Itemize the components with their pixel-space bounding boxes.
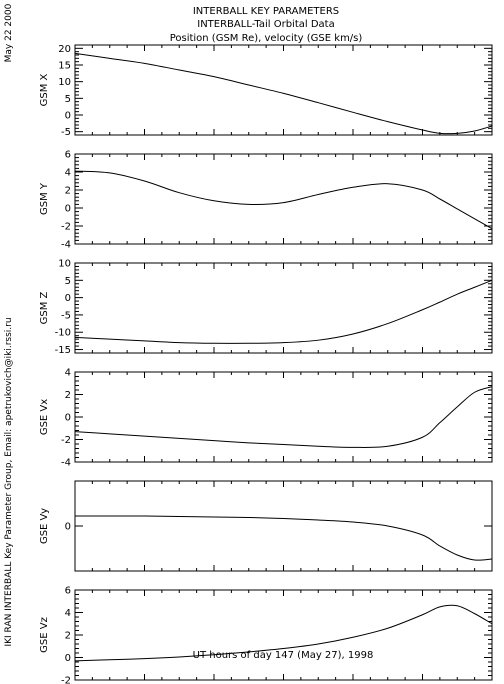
y-tick-label: 5 xyxy=(65,276,71,287)
y-tick-label: -4 xyxy=(61,458,71,469)
y-tick-label: 10 xyxy=(58,77,71,88)
y-tick-label: -10 xyxy=(55,328,71,339)
y-axis-label: GSE Vy xyxy=(39,508,50,544)
y-tick-label: 2 xyxy=(65,186,71,197)
y-axis-label: GSE Vx xyxy=(39,399,50,435)
y-tick-label: 2 xyxy=(65,390,71,401)
credit-text: IKI RAN INTERBALL Key Parameter Group, E… xyxy=(4,317,14,646)
y-axis-label: GSM Z xyxy=(39,291,50,324)
series-line xyxy=(74,386,493,448)
y-tick-label: -15 xyxy=(55,345,71,356)
chart-title-line-3: Position (GSM Re), velocity (GSE km/s) xyxy=(170,33,363,44)
y-axis-label: GSM Y xyxy=(39,182,50,215)
y-tick-label: 4 xyxy=(65,608,71,619)
series-line xyxy=(74,170,493,230)
y-tick-label: 0 xyxy=(65,653,71,664)
y-tick-label: 0 xyxy=(65,111,71,122)
y-tick-label: 0 xyxy=(65,522,71,533)
y-tick-label: 0 xyxy=(65,204,71,215)
y-axis-label: GSM X xyxy=(39,73,50,106)
y-tick-label: -5 xyxy=(61,310,71,321)
y-tick-label: 2 xyxy=(65,631,71,642)
y-tick-label: 20 xyxy=(58,44,71,55)
y-tick-label: 6 xyxy=(65,586,71,597)
y-tick-label: -2 xyxy=(61,676,71,684)
series-line xyxy=(74,604,493,662)
y-tick-label: 0 xyxy=(65,413,71,424)
y-tick-label: -4 xyxy=(61,240,71,251)
y-tick-label: 4 xyxy=(65,168,71,179)
date-stamp: May 22 2000 xyxy=(4,3,14,62)
y-tick-label: 5 xyxy=(65,94,71,105)
series-line xyxy=(74,515,493,561)
y-tick-label: 10 xyxy=(58,259,71,270)
y-axis-label: GSE Vz xyxy=(39,617,50,653)
y-tick-label: 15 xyxy=(58,61,71,72)
chart-title-line-2: INTERBALL-Tail Orbital Data xyxy=(197,19,334,30)
y-tick-label: -5 xyxy=(61,127,71,138)
x-axis-label: UT hours of day 147 (May 27), 1998 xyxy=(193,650,374,661)
y-tick-label: 4 xyxy=(65,368,71,379)
y-tick-label: 6 xyxy=(65,150,71,161)
y-tick-label: -2 xyxy=(61,435,71,446)
chart-title-line-1: INTERBALL KEY PARAMETERS xyxy=(193,6,339,17)
series-line xyxy=(74,52,493,135)
y-tick-label: -2 xyxy=(61,222,71,233)
y-tick-label: 0 xyxy=(65,293,71,304)
series-line xyxy=(74,279,493,344)
